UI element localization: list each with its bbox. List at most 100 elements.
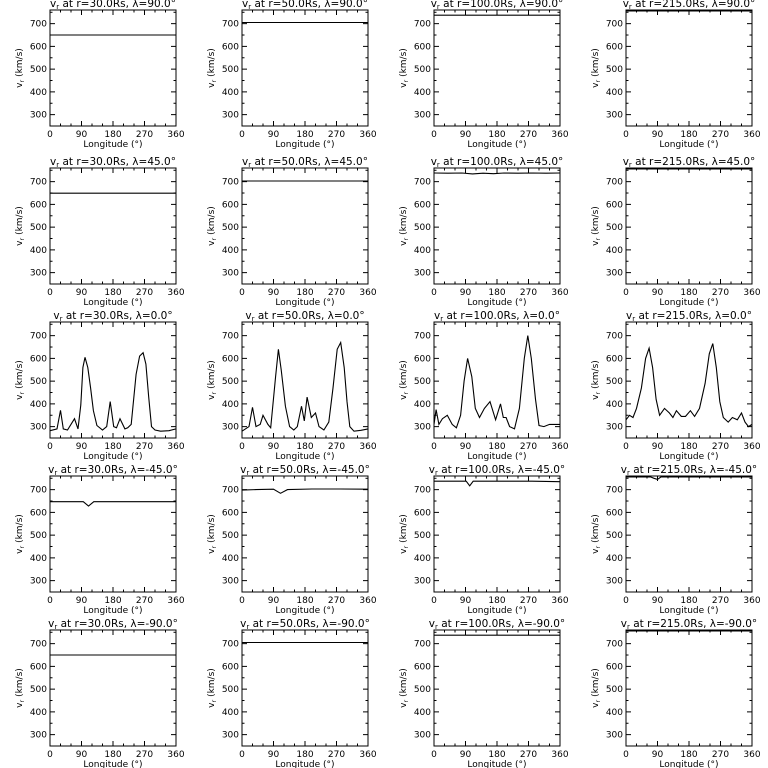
series-line [626,476,752,481]
y-tick-label: 400 [414,246,431,256]
y-tick-label: 400 [606,554,623,564]
x-tick-label: 90 [76,442,88,452]
y-tick-label: 300 [222,269,239,279]
y-tick-label: 500 [222,223,239,233]
x-tick-label: 360 [551,596,568,606]
y-tick-label: 700 [414,20,431,30]
panel-15: vr at r=100.0Rs, λ=-45.0° 0 90 180 270 360 300… [399,464,569,616]
y-tick-label: 500 [222,531,239,541]
y-tick-label: 400 [414,708,431,718]
x-tick-label: 360 [551,442,568,452]
y-tick-label: 500 [414,223,431,233]
x-tick-label: 180 [296,442,313,452]
x-axis-label: Longitude (°) [275,606,334,616]
plot-frame [433,167,561,285]
y-tick-label: 700 [222,332,239,342]
y-axis-label: vr (km/s) [207,668,218,708]
x-axis-label: Longitude (°) [83,452,142,462]
x-tick-label: 180 [296,288,313,298]
plot-frame [433,629,561,747]
y-axis-label: vr (km/s) [15,514,26,554]
y-tick-label: 700 [30,178,47,188]
x-tick-label: 0 [47,442,53,452]
panel-title: vr at r=100.0Rs, λ=-90.0° [429,618,565,631]
y-tick-label: 300 [414,731,431,741]
x-tick-label: 0 [431,130,437,140]
y-axis-label: vr (km/s) [399,48,410,88]
y-tick-label: 400 [30,554,47,564]
panel-17: vr at r=30.0Rs, λ=-90.0° 0 90 180 270 360 300 4… [15,618,185,768]
x-tick-label: 0 [239,750,245,760]
y-tick-label: 400 [606,708,623,718]
x-axis-label: Longitude (°) [275,760,334,768]
x-tick-label: 270 [520,750,537,760]
y-tick-label: 700 [222,20,239,30]
panel-title: vr at r=100.0Rs, λ=-45.0° [429,464,565,477]
y-tick-label: 300 [414,423,431,433]
x-tick-label: 360 [167,288,184,298]
y-axis-label: vr (km/s) [591,206,602,246]
x-tick-label: 90 [652,288,664,298]
panel-title: vr at r=100.0Rs, λ=0.0° [434,310,560,323]
x-axis-label: Longitude (°) [467,452,526,462]
x-tick-label: 0 [431,288,437,298]
panel-6: vr at r=50.0Rs, λ=45.0° 0 90 180 270 360 300 40… [207,156,377,308]
y-tick-label: 300 [30,423,47,433]
y-axis-label: vr (km/s) [591,514,602,554]
plot-frame [49,475,177,593]
plot-frame [625,475,753,593]
x-tick-label: 90 [76,750,88,760]
series-line [49,351,177,432]
y-tick-label: 300 [222,423,239,433]
panel-3: vr at r=100.0Rs, λ=90.0° 0 90 180 270 360 300 4… [399,0,569,150]
x-tick-label: 0 [623,442,629,452]
panel-title: vr at r=50.0Rs, λ=0.0° [245,310,364,323]
x-tick-label: 360 [167,130,184,140]
x-tick-label: 0 [623,288,629,298]
y-tick-label: 300 [222,731,239,741]
x-tick-label: 90 [268,288,280,298]
x-tick-label: 360 [167,750,184,760]
panel-title: vr at r=100.0Rs, λ=45.0° [431,156,564,169]
x-tick-label: 90 [268,442,280,452]
y-tick-label: 400 [606,88,623,98]
panel-title: vr at r=30.0Rs, λ=90.0° [50,0,176,11]
panel-title: vr at r=100.0Rs, λ=90.0° [431,0,564,11]
panel-title: vr at r=215.0Rs, λ=0.0° [626,310,752,323]
panel-title: vr at r=50.0Rs, λ=-45.0° [240,464,370,477]
x-tick-label: 0 [431,750,437,760]
y-tick-label: 700 [30,486,47,496]
x-tick-label: 360 [167,596,184,606]
y-tick-label: 600 [606,200,623,210]
y-tick-label: 600 [606,354,623,364]
x-axis-label: Longitude (°) [83,606,142,616]
y-tick-label: 600 [414,200,431,210]
x-tick-label: 360 [743,442,760,452]
y-tick-label: 500 [606,223,623,233]
y-tick-label: 300 [414,269,431,279]
y-tick-label: 400 [222,88,239,98]
y-tick-label: 500 [414,685,431,695]
y-tick-label: 700 [30,640,47,650]
y-tick-label: 500 [606,65,623,75]
y-axis-label: vr (km/s) [207,360,218,400]
x-tick-label: 360 [167,442,184,452]
panel-title: vr at r=215.0Rs, λ=-45.0° [621,464,757,477]
y-axis-label: vr (km/s) [591,668,602,708]
x-tick-label: 360 [743,750,760,760]
y-tick-label: 600 [30,354,47,364]
y-axis-label: vr (km/s) [15,668,26,708]
x-tick-label: 180 [680,750,697,760]
x-tick-label: 270 [520,596,537,606]
x-tick-label: 360 [359,442,376,452]
x-tick-label: 90 [268,130,280,140]
y-tick-label: 300 [606,731,623,741]
y-tick-label: 700 [30,20,47,30]
panel-title: vr at r=215.0Rs, λ=45.0° [623,156,756,169]
y-axis-label: vr (km/s) [399,360,410,400]
x-axis-label: Longitude (°) [659,760,718,768]
y-tick-label: 600 [222,662,239,672]
x-tick-label: 180 [296,750,313,760]
plot-frame [433,321,561,439]
y-tick-label: 500 [30,377,47,387]
